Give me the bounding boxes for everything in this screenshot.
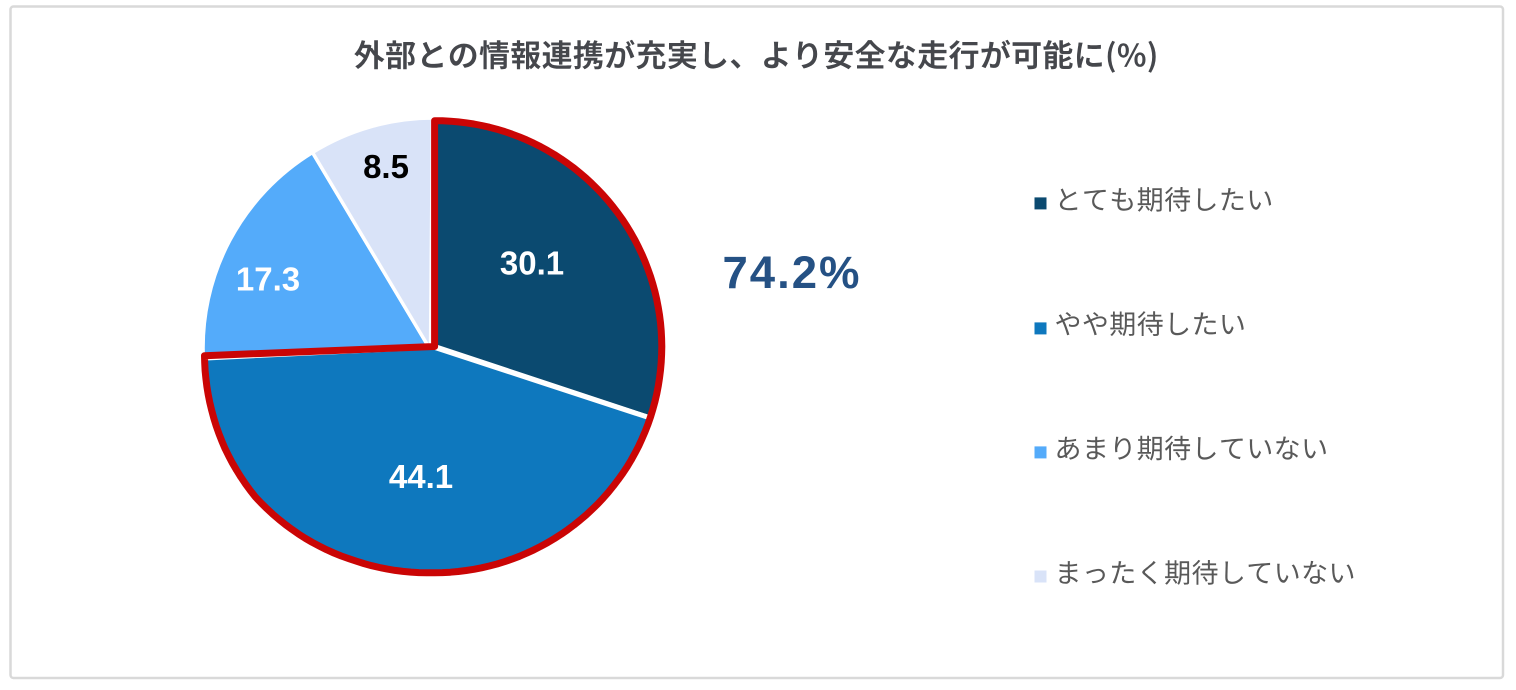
- svg-text:17.3: 17.3: [236, 261, 300, 298]
- svg-text:74.2%: 74.2%: [722, 247, 861, 298]
- svg-text:30.1: 30.1: [500, 245, 564, 282]
- svg-text:8.5: 8.5: [363, 148, 409, 185]
- svg-text:44.1: 44.1: [389, 458, 453, 495]
